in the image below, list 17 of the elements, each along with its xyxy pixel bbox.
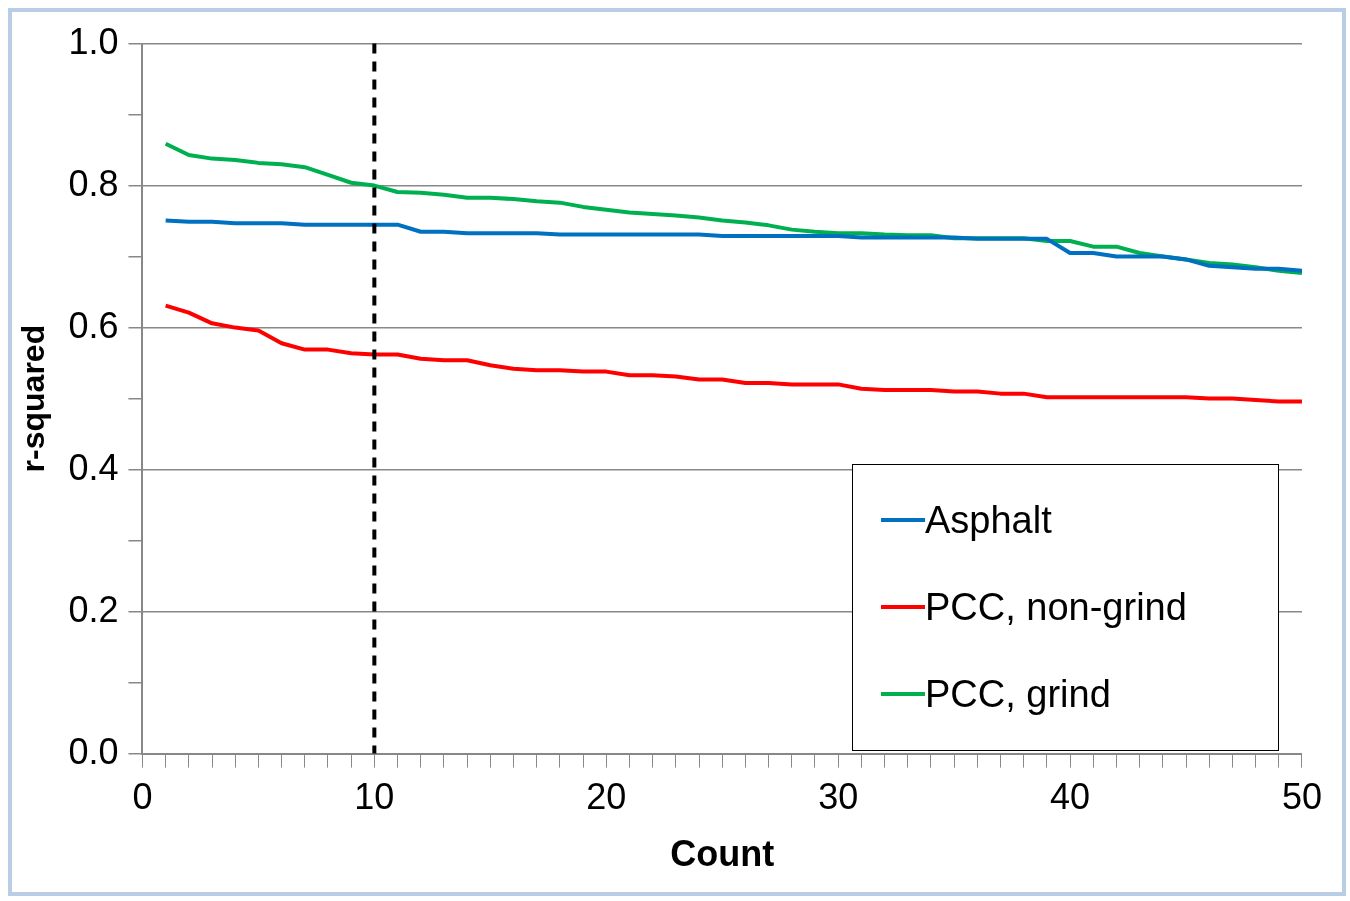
x-tick-label: 30 [818,776,859,818]
legend-label: Asphalt [924,498,1052,542]
x-tick-label: 0 [132,776,153,818]
y-tick-label: 0.8 [68,162,119,204]
x-axis-title: Count [670,833,775,875]
x-tick-label: 20 [586,776,627,818]
x-tick-label: 10 [354,776,395,818]
y-tick-label: 0.0 [68,730,119,772]
y-tick-label: 1.0 [68,20,119,62]
y-tick-label: 0.4 [68,446,119,488]
legend-label: PCC, grind [924,672,1111,716]
x-tick-label: 40 [1050,776,1091,818]
y-tick-label: 0.6 [68,304,119,346]
y-axis-title: r-squared [15,324,52,473]
x-tick-label: 50 [1281,776,1322,818]
legend-label: PCC, non-grind [924,585,1187,629]
y-tick-label: 0.2 [68,588,119,630]
